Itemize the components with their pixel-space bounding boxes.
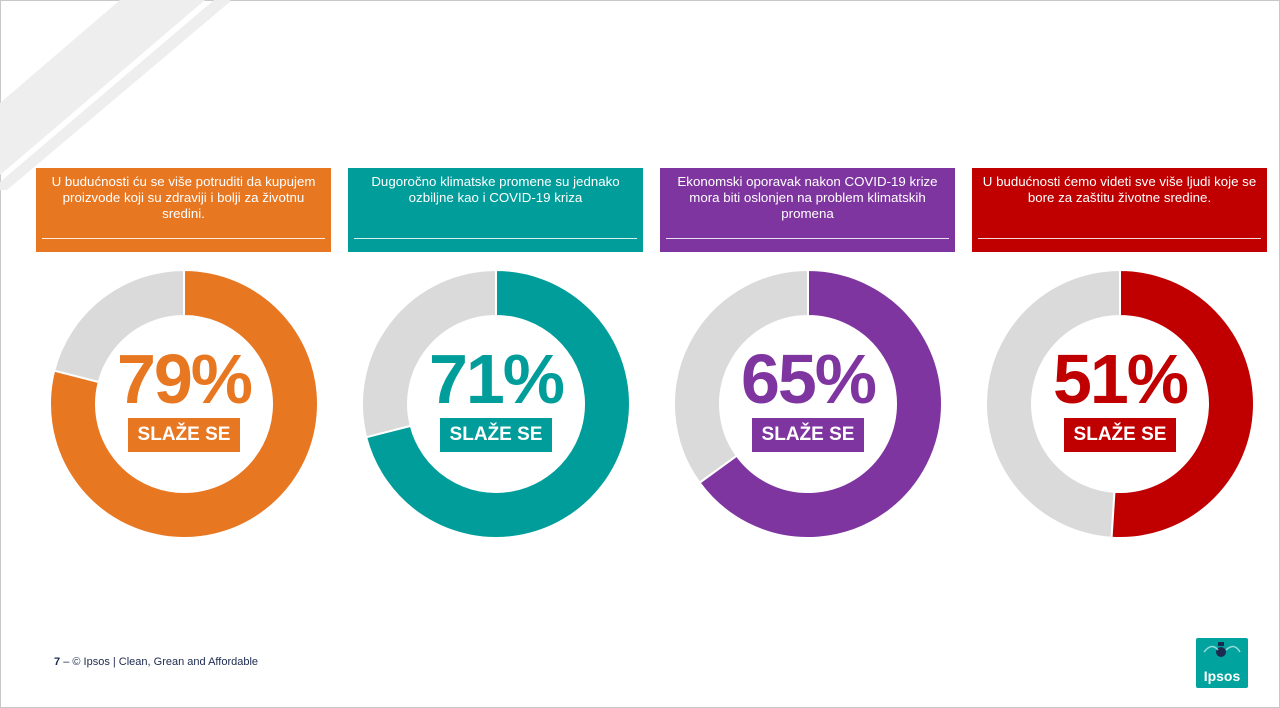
statement-text: U budućnosti ću se više potruditi da kup… xyxy=(51,174,316,221)
statement-text: U budućnosti ćemo videti sve više ljudi … xyxy=(982,174,1257,205)
percentage-value: 65% xyxy=(740,340,877,418)
donut-chart-1: 79% SLAŽE SE xyxy=(49,269,319,539)
donut-agree-slice xyxy=(49,269,319,539)
agree-label: SLAŽE SE xyxy=(752,418,864,452)
percentage-value: 79% xyxy=(116,340,253,418)
agree-label: SLAŽE SE xyxy=(440,418,552,452)
card-divider xyxy=(666,238,949,239)
footer: 7 – © Ipsos | Clean, Grean and Affordabl… xyxy=(54,656,258,668)
card-divider xyxy=(354,238,637,239)
footer-text: © Ipsos | Clean, Grean and Affordable xyxy=(72,656,259,668)
agree-label: SLAŽE SE xyxy=(1064,418,1176,452)
statement-card-3: Ekonomski oporavak nakon COVID-19 krize … xyxy=(660,168,955,252)
donut-agree-slice xyxy=(698,269,943,539)
statement-text: Dugoročno klimatske promene su jednako o… xyxy=(371,174,620,205)
logo-text: Ipsos xyxy=(1203,668,1241,684)
corner-stripes-decoration xyxy=(0,0,230,190)
donut-chart-3: 65% SLAŽE SE xyxy=(673,269,943,539)
footer-separator: – xyxy=(63,656,70,668)
ipsos-logo: Ipsos xyxy=(1196,638,1248,688)
logo-figure-icon xyxy=(1203,642,1241,657)
percentage-value: 71% xyxy=(428,340,565,418)
donut-agree-slice xyxy=(1110,269,1255,539)
donut-svg xyxy=(673,269,943,539)
donut-remainder-slice xyxy=(985,269,1121,539)
statement-card-2: Dugoročno klimatske promene su jednako o… xyxy=(348,168,643,252)
donut-remainder-slice xyxy=(361,269,497,439)
agree-label: SLAŽE SE xyxy=(128,418,240,452)
donut-chart-4: 51% SLAŽE SE xyxy=(985,269,1255,539)
donut-chart-2: 71% SLAŽE SE xyxy=(361,269,631,539)
statement-card-4: U budućnosti ćemo videti sve više ljudi … xyxy=(972,168,1267,252)
donut-remainder-slice xyxy=(673,269,809,485)
donut-svg xyxy=(361,269,631,539)
percentage-value: 51% xyxy=(1052,340,1189,418)
statement-text: Ekonomski oporavak nakon COVID-19 krize … xyxy=(677,174,938,221)
page-number: 7 xyxy=(54,656,61,668)
donut-svg xyxy=(49,269,319,539)
donut-agree-slice xyxy=(364,269,631,539)
card-divider xyxy=(42,238,325,239)
statement-card-1: U budućnosti ću se više potruditi da kup… xyxy=(36,168,331,252)
card-divider xyxy=(978,238,1261,239)
donut-svg xyxy=(985,269,1255,539)
